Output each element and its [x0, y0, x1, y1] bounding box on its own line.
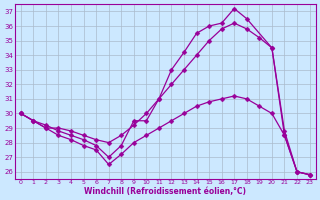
X-axis label: Windchill (Refroidissement éolien,°C): Windchill (Refroidissement éolien,°C)	[84, 187, 246, 196]
